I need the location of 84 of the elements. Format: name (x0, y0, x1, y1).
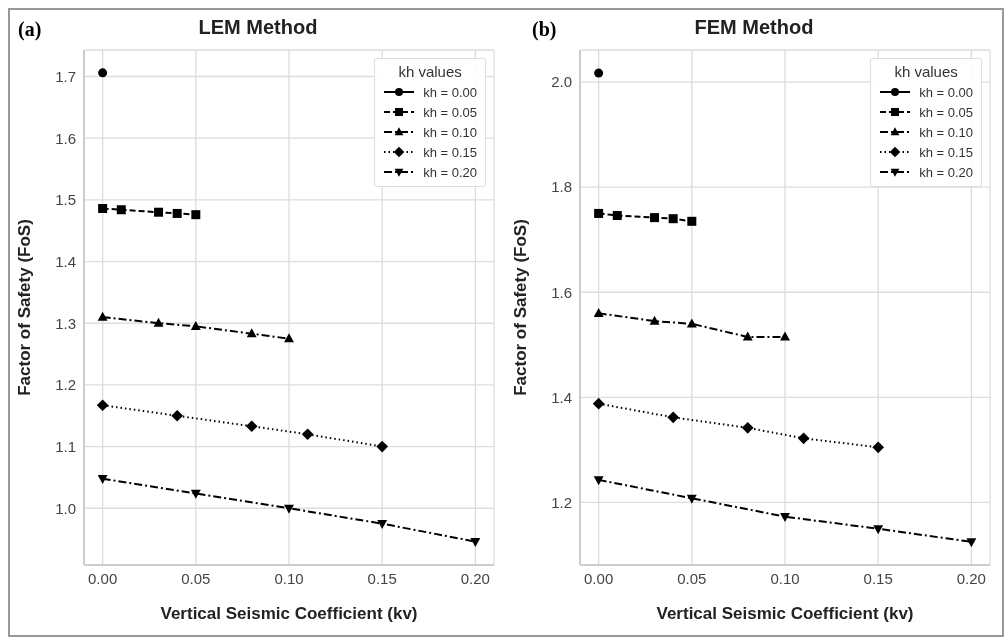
point (376, 440, 389, 453)
point (594, 68, 604, 78)
legend-label: kh = 0.05 (423, 104, 477, 120)
x-tick-label: 0.20 (956, 569, 986, 587)
y-tick-label: 1.3 (55, 314, 76, 332)
x-tick-label: 0.00 (584, 569, 614, 587)
point (593, 476, 604, 486)
point (190, 320, 201, 330)
x-tick-label: 0.15 (863, 569, 893, 587)
legend-label: kh = 0.15 (919, 144, 973, 160)
y-tick-label: 1.1 (55, 437, 76, 455)
point (686, 318, 697, 328)
point (594, 208, 604, 218)
y-tick-label: 1.5 (55, 191, 76, 209)
legend-title: kh values (397, 63, 463, 80)
point (116, 205, 126, 215)
y-tick-label: 1.4 (551, 388, 572, 406)
point (171, 409, 184, 422)
point (873, 525, 884, 535)
point (191, 210, 201, 220)
point (97, 311, 108, 321)
point (966, 538, 977, 548)
y-axis-title: Factor of Safety (FoS) (15, 219, 35, 396)
point (667, 411, 680, 424)
legend-label: kh = 0.10 (919, 124, 973, 140)
x-axis-title: Vertical Seismic Coefficient (kv) (160, 604, 418, 623)
point (190, 489, 201, 499)
point (650, 213, 660, 223)
text: (a) (18, 18, 42, 41)
point (98, 204, 108, 214)
point (98, 68, 108, 78)
point (668, 214, 678, 224)
point (686, 494, 697, 504)
point (284, 333, 294, 343)
legend-label: kh = 0.20 (919, 164, 973, 180)
point (377, 520, 388, 530)
point (612, 211, 622, 221)
point (172, 208, 182, 218)
y-tick-label: 1.0 (55, 499, 76, 517)
y-tick-label: 1.2 (55, 376, 76, 394)
point (741, 421, 754, 434)
point (872, 441, 885, 454)
x-tick-label: 0.20 (460, 569, 490, 587)
legend-label: kh = 0.15 (423, 144, 477, 160)
point (246, 328, 257, 338)
x-axis-title: Vertical Seismic Coefficient (kv) (656, 604, 914, 623)
point (97, 475, 108, 485)
point (780, 513, 790, 523)
point (742, 331, 753, 341)
point (649, 315, 660, 325)
y-tick-label: 1.4 (55, 252, 76, 270)
legend-label: kh = 0.20 (423, 164, 477, 180)
point (301, 428, 314, 441)
y-axis-title: Factor of Safety (FoS) (511, 219, 531, 396)
point (245, 420, 258, 433)
x-tick-label: 0.05 (181, 569, 211, 587)
point (797, 432, 810, 445)
point (780, 331, 790, 341)
y-tick-label: 1.6 (55, 129, 76, 147)
y-tick-label: 1.7 (55, 67, 76, 85)
legend-label: kh = 0.10 (423, 124, 477, 140)
y-tick-label: 1.2 (551, 493, 572, 511)
point (153, 317, 164, 327)
point (593, 307, 604, 317)
legend-label: kh = 0.00 (423, 84, 477, 100)
text: (b) (532, 18, 557, 41)
x-tick-label: 0.05 (677, 569, 707, 587)
x-tick-label: 0.10 (770, 569, 800, 587)
chart-title: FEM Method (694, 16, 814, 38)
y-tick-label: 1.8 (551, 178, 572, 196)
x-tick-label: 0.10 (274, 569, 304, 587)
x-tick-label: 0.00 (88, 569, 118, 587)
point (96, 399, 109, 412)
point (592, 397, 605, 410)
legend-label: kh = 0.05 (919, 104, 973, 120)
x-tick-label: 0.15 (367, 569, 397, 587)
chart-title: LEM Method (198, 16, 318, 38)
point (470, 537, 481, 547)
legend-title: kh values (893, 63, 959, 80)
y-tick-label: 1.6 (551, 283, 572, 301)
y-tick-label: 2.0 (551, 73, 572, 91)
point (687, 216, 697, 226)
point (154, 207, 164, 217)
legend-label: kh = 0.00 (919, 84, 973, 100)
